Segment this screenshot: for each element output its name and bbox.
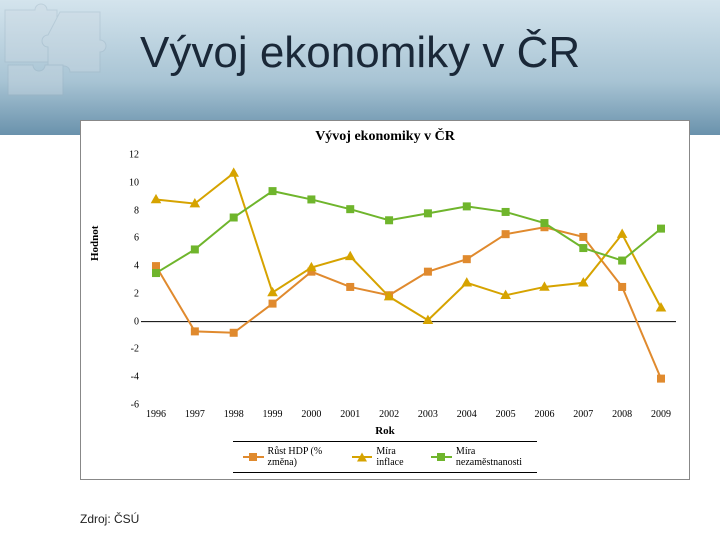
x-tick: 2002 — [379, 409, 399, 420]
puzzle-decoration — [0, 0, 120, 100]
legend-label: Míra inflace — [376, 446, 415, 468]
x-tick: 2004 — [457, 409, 477, 420]
x-tick: 2003 — [418, 409, 438, 420]
x-tick: 2006 — [534, 409, 554, 420]
x-tick: 1996 — [146, 409, 166, 420]
x-tick: 2001 — [340, 409, 360, 420]
y-tick: -2 — [131, 344, 139, 355]
y-tick: 0 — [134, 316, 139, 327]
x-tick: 1999 — [263, 409, 283, 420]
x-tick: 2007 — [573, 409, 593, 420]
legend-item: Růst HDP (% změna) — [243, 446, 336, 468]
x-tick: 2009 — [651, 409, 671, 420]
legend-label: Míra nezaměstnanosti — [456, 446, 527, 468]
x-tick: 2008 — [612, 409, 632, 420]
y-tick: -4 — [131, 372, 139, 383]
x-tick: 1997 — [185, 409, 205, 420]
y-tick: 2 — [134, 288, 139, 299]
x-axis-label: Rok — [375, 425, 395, 437]
y-tick: 10 — [129, 177, 139, 188]
chart-container: Vývoj ekonomiky v ČR Hodnot -6 -4 -2 0 2 4 6 8 1… — [80, 120, 690, 480]
slide-title: Vývoj ekonomiky v ČR — [140, 28, 580, 78]
plot-area — [141, 155, 676, 405]
y-tick: 6 — [134, 233, 139, 244]
legend-label: Růst HDP (% změna) — [268, 446, 336, 468]
x-tick: 2005 — [496, 409, 516, 420]
legend: Růst HDP (% změna) Míra inflace Míra nezam… — [233, 441, 537, 473]
y-tick: -6 — [131, 400, 139, 411]
chart-title: Vývoj ekonomiky v ČR — [81, 121, 689, 149]
x-tick: 2000 — [301, 409, 321, 420]
y-tick: 8 — [134, 205, 139, 216]
y-tick: 12 — [129, 150, 139, 161]
y-tick: 4 — [134, 261, 139, 272]
source-text: Zdroj: ČSÚ — [80, 512, 139, 526]
legend-item: Míra inflace — [352, 446, 415, 468]
x-tick: 1998 — [224, 409, 244, 420]
y-axis-label: Hodnot — [89, 226, 101, 261]
legend-item: Míra nezaměstnanosti — [431, 446, 527, 468]
